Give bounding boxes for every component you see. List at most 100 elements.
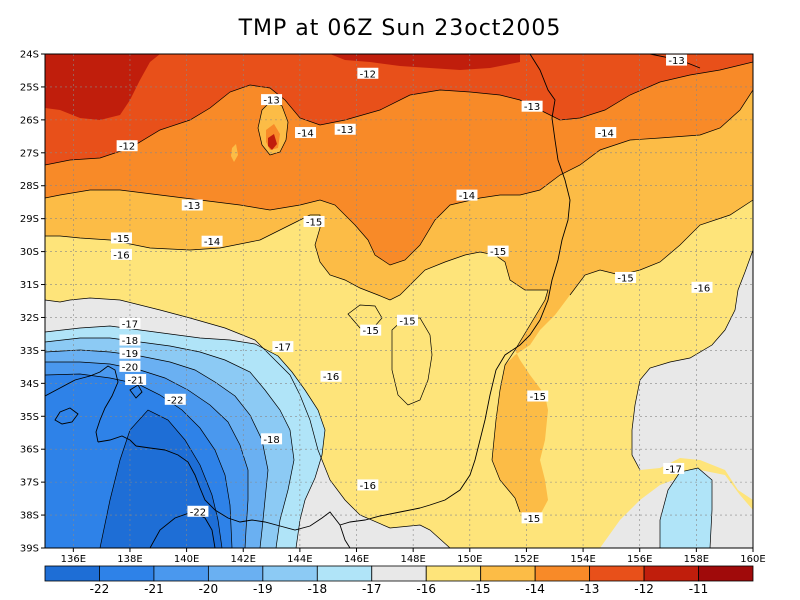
x-tick-label: 160E	[740, 554, 765, 565]
contour-label: -15	[110, 232, 132, 245]
color-legend: -22 -21 -20 -19 -18 -17 -16 -15 -14 -13 -12 -11	[44, 565, 754, 596]
svg-text:-14: -14	[459, 191, 475, 202]
x-tick-label: 158E	[684, 554, 709, 565]
x-tick-label: 138E	[117, 554, 142, 565]
svg-text:-16: -16	[113, 250, 129, 261]
y-tick-label: 27S	[20, 148, 39, 159]
legend-label: -18	[308, 582, 328, 596]
svg-text:-18: -18	[263, 435, 279, 446]
y-tick-label: 38S	[20, 511, 39, 522]
map-title: TMP at 06Z Sun 23oct2005	[238, 16, 562, 41]
contour-label: -15	[360, 324, 382, 337]
y-tick-label: 33S	[20, 346, 39, 357]
y-tick-label: 26S	[20, 115, 39, 126]
svg-text:-21: -21	[127, 376, 143, 387]
contour-label: -17	[272, 341, 294, 354]
legend-label: -11	[689, 582, 709, 596]
legend-swatch	[643, 565, 699, 582]
contour-label: -14	[456, 189, 478, 202]
x-tick-label: 146E	[344, 554, 369, 565]
contour-label: -13	[261, 94, 283, 107]
legend-swatch	[99, 565, 155, 582]
svg-text:-15: -15	[530, 392, 546, 403]
svg-text:-15: -15	[490, 247, 506, 258]
y-tick-label: 28S	[20, 181, 39, 192]
contour-label: -17	[119, 318, 141, 331]
x-tick-label: 144E	[287, 554, 312, 565]
svg-text:-17: -17	[122, 320, 138, 331]
map-grid	[45, 54, 753, 548]
contour-label: -15	[396, 314, 418, 327]
coastline	[45, 54, 701, 548]
x-tick-label: 136E	[61, 554, 86, 565]
svg-text:-14: -14	[204, 237, 220, 248]
svg-text:-19: -19	[122, 349, 138, 360]
contour-label: -15	[521, 512, 543, 525]
legend-swatch	[153, 565, 209, 582]
contour-label: -16	[691, 281, 713, 294]
legend-swatch	[589, 565, 645, 582]
contour-label: -15	[487, 245, 509, 258]
legend-swatch	[207, 565, 264, 582]
contour-label: -22	[187, 505, 209, 518]
contour-label: -22	[164, 393, 186, 406]
legend-label: -17	[362, 582, 382, 596]
contour-label: -17	[663, 462, 685, 475]
y-tick-label: 37S	[20, 478, 39, 489]
svg-text:-15: -15	[113, 234, 129, 245]
svg-text:-17: -17	[275, 343, 291, 354]
contour-labels: -12 -13 -13 -13 -12 -14 -13 -14 -14 -13 -15 -15 -14 -…	[110, 54, 713, 525]
legend-label: -22	[90, 582, 110, 596]
contour-label: -15	[527, 390, 549, 403]
svg-text:-13: -13	[263, 96, 279, 107]
svg-text:-12: -12	[119, 142, 135, 153]
svg-text:-13: -13	[184, 201, 200, 212]
contour-label: -16	[357, 479, 379, 492]
y-tick-label: 39S	[20, 544, 39, 555]
legend-label: -20	[199, 582, 219, 596]
svg-text:-14: -14	[598, 129, 614, 140]
y-tick-label: 25S	[20, 82, 39, 93]
svg-text:-16: -16	[360, 481, 376, 492]
y-tick-label: 35S	[20, 412, 39, 423]
svg-text:-22: -22	[167, 395, 183, 406]
legend-swatch	[534, 565, 591, 582]
svg-text:-17: -17	[666, 464, 682, 475]
contour-label: -20	[119, 360, 141, 373]
contour-label: -13	[181, 199, 203, 212]
y-tick-label: 30S	[20, 247, 39, 258]
y-axis: 24S 25S 26S 27S 28S 29S 30S 31S 32S 33S 34S 35S 36S 3…	[20, 50, 45, 555]
legend-swatch	[480, 565, 536, 582]
y-tick-label: 36S	[20, 445, 39, 456]
contour-label: -18	[119, 334, 141, 347]
y-tick-label: 32S	[20, 313, 39, 324]
x-axis: 136E 138E 140E 142E 144E 146E 148E 150E 152E 154E…	[61, 548, 766, 565]
contour-label: -13	[521, 100, 543, 113]
svg-text:-13: -13	[668, 56, 684, 67]
contour-label: -14	[295, 127, 317, 140]
svg-text:-13: -13	[337, 125, 353, 136]
legend-swatch	[262, 565, 318, 582]
contour-label: -12	[357, 67, 379, 80]
legend-label: -15	[471, 582, 491, 596]
svg-text:-15: -15	[306, 217, 322, 228]
contour-label: -15	[615, 271, 637, 284]
contour-lines	[45, 61, 753, 548]
legend-label: -16	[416, 582, 436, 596]
band-minus11	[45, 54, 160, 120]
contour-label: -13	[334, 123, 356, 136]
x-tick-label: 154E	[570, 554, 595, 565]
legend-swatch	[44, 565, 100, 582]
plot-frame	[44, 53, 754, 549]
x-tick-label: 152E	[514, 554, 539, 565]
svg-text:-22: -22	[190, 507, 206, 518]
contour-label: -18	[261, 433, 283, 446]
y-tick-label: 29S	[20, 214, 39, 225]
contour-label: -16	[110, 248, 132, 261]
svg-text:-15: -15	[617, 273, 633, 284]
svg-text:-14: -14	[297, 129, 313, 140]
x-tick-label: 140E	[174, 554, 199, 565]
svg-text:-16: -16	[323, 372, 339, 383]
legend-swatch	[425, 565, 482, 582]
y-tick-label: 24S	[20, 50, 39, 61]
